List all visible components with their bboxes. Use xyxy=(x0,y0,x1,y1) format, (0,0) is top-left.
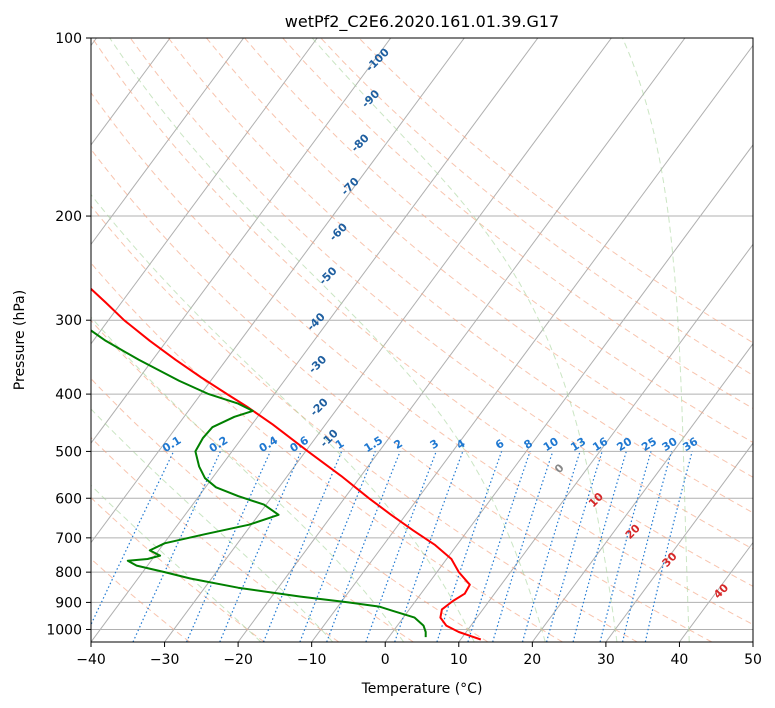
temperature-profile-line xyxy=(91,287,482,641)
isotherm-gridline xyxy=(91,38,539,642)
mixing-ratio-line xyxy=(622,451,673,642)
x-tick-label: −10 xyxy=(297,652,327,668)
isotherm-gridline xyxy=(458,243,753,642)
dry-adiabat xyxy=(129,38,753,550)
y-tick-label: 800 xyxy=(55,565,82,581)
moist-adiabat xyxy=(91,408,334,642)
dry-adiabat xyxy=(206,38,753,478)
mixing-ratio-line xyxy=(326,451,401,642)
x-tick-label: 40 xyxy=(670,652,688,668)
isotherm-gridline xyxy=(91,38,245,246)
mixing-ratio-line xyxy=(521,451,581,642)
moist-adiabat xyxy=(91,316,405,642)
isotherm-gridline xyxy=(91,38,171,146)
x-axis-title: Temperature (°C) xyxy=(361,681,483,697)
axis-ticks: −40 −30 −20 −10 0 10 20 30 40 50 100 200 300 400 500 60… xyxy=(46,31,762,668)
dry-adiabat xyxy=(91,148,713,642)
isotherm-gridline xyxy=(311,44,753,642)
isotherm-gridline xyxy=(531,342,753,642)
y-tick-label: 1000 xyxy=(46,623,82,639)
y-tick-label: 100 xyxy=(55,31,82,47)
mixing-ratio-line xyxy=(299,451,376,642)
mixing-ratio-line xyxy=(394,451,464,642)
mixing-ratio-line xyxy=(262,451,343,642)
mixing-ratio-line xyxy=(365,451,437,642)
isotherm-gridline xyxy=(91,38,465,544)
x-tick-label: 50 xyxy=(744,652,762,668)
isotherm-gridline xyxy=(164,38,612,642)
mixing-ratio-line xyxy=(186,451,271,642)
isotherm-gridline xyxy=(237,38,686,642)
y-tick-label: 400 xyxy=(55,387,82,403)
y-tick-label: 900 xyxy=(55,595,82,611)
dry-adiabat xyxy=(91,377,414,642)
y-tick-label: 500 xyxy=(55,444,82,460)
mixing-ratio-line xyxy=(599,451,652,642)
x-tick-label: 0 xyxy=(381,652,390,668)
dry-adiabat xyxy=(358,38,753,344)
moist-adiabat xyxy=(91,484,262,642)
dewpoint-profile-line xyxy=(91,329,427,638)
dry-adiabat xyxy=(168,38,753,514)
profiles xyxy=(91,287,482,641)
mixing-ratio-line xyxy=(467,451,531,642)
x-tick-label: −30 xyxy=(150,652,180,668)
x-tick-label: 20 xyxy=(523,652,541,668)
dry-adiabat xyxy=(320,38,753,376)
dry-adiabat xyxy=(91,91,753,626)
mixing-ratio-line xyxy=(492,451,554,642)
plot-frame xyxy=(90,37,754,643)
y-tick-label: 700 xyxy=(55,531,82,547)
mixing-ratio-line xyxy=(572,451,627,642)
dry-adiabat xyxy=(91,205,638,642)
mixing-ratio-line xyxy=(546,451,603,642)
mixing-ratio-line xyxy=(644,451,693,642)
chart-title: wetPf2_C2E6.2020.161.01.39.G17 xyxy=(285,12,559,32)
moist-adiabat xyxy=(622,38,690,642)
y-tick-label: 600 xyxy=(55,491,82,507)
y-tick-label: 200 xyxy=(55,209,82,225)
dry-adiabat xyxy=(91,38,753,587)
x-tick-label: 30 xyxy=(597,652,615,668)
background-lines xyxy=(91,38,753,642)
x-tick-label: −40 xyxy=(76,652,106,668)
moist-adiabat xyxy=(109,38,546,642)
mixing-ratio-line xyxy=(436,451,503,642)
y-tick-label: 300 xyxy=(55,313,82,329)
mixing-ratio-line xyxy=(219,451,302,642)
dry-adiabat xyxy=(91,262,563,642)
x-tick-label: −20 xyxy=(223,652,253,668)
isotherm-gridline xyxy=(605,442,753,642)
isotherm-gridline xyxy=(91,38,392,444)
y-axis-title: Pressure (hPa) xyxy=(12,290,28,390)
x-tick-label: 10 xyxy=(450,652,468,668)
isotherm-gridline xyxy=(91,38,318,345)
isotherm-gridline xyxy=(384,144,753,642)
moist-adiabat xyxy=(311,38,618,642)
